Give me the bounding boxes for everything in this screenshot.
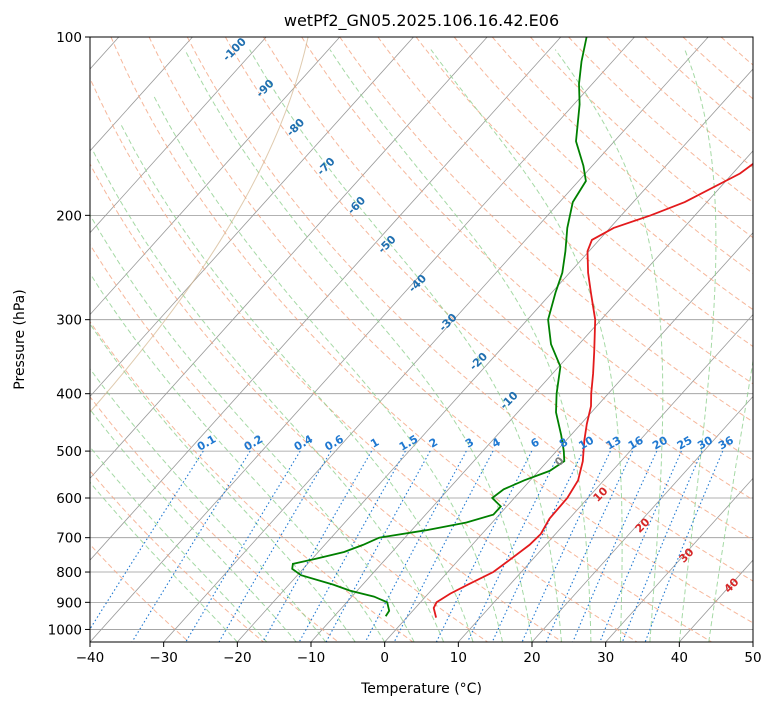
mixing-ratio-line [131,450,251,642]
isotherm-line [163,37,709,642]
y-tick-label: 600 [56,491,82,507]
isotherm-line [310,150,753,642]
isotherm-line [90,37,635,642]
moist-adiabat-line [92,149,445,642]
dry-adiabat-line [377,37,753,385]
mixing-ratio-line [262,450,373,642]
temperature-profile [432,162,753,618]
dry-adiabat-line [90,163,563,642]
isotherm-line [90,37,341,316]
mixing-ratio-line [545,450,633,642]
x-tick-label: 10 [450,650,467,666]
x-tick-label: 20 [523,650,540,666]
isotherm-line [90,37,414,398]
moist-adiabat-line [90,481,238,642]
mixing-ratio-line [325,450,431,642]
y-tick-label: 500 [56,444,82,460]
moist-adiabat-line [90,272,386,642]
isotherm-line [605,477,753,642]
chart-title: wetPf2_GN05.2025.106.16.42.E06 [284,11,559,31]
dry-adiabat-line [90,396,339,642]
moist-adiabat-line [184,49,533,642]
moist-adiabat-line [90,408,297,642]
mixing-ratio-line [393,450,494,642]
y-tick-label: 200 [56,208,82,224]
dry-adiabat-line [90,320,414,642]
dry-adiabat-line [90,243,488,642]
dry-adiabat-line [339,37,753,423]
mixing-ratio-line [599,450,682,642]
x-tick-label: 30 [597,650,614,666]
dry-adiabat-line [568,37,753,203]
x-tick-label: 40 [671,650,688,666]
mixing-ratio-line [467,450,561,642]
moist-adiabat-line [708,358,753,642]
dry-adiabat-line [301,37,753,462]
isotherm-line [90,37,562,561]
isotherm-line [90,37,193,152]
moist-adiabat-line [120,123,474,642]
moist-adiabat-line [430,49,623,642]
dewpoint-profile [291,37,588,617]
x-tick-label: −10 [297,650,326,666]
x-tick-label: 50 [744,650,761,666]
moist-adiabat-line [249,49,562,642]
y-tick-label: 100 [56,30,82,46]
moist-adiabat-line [554,49,664,642]
mixing-ratio-line [364,450,467,642]
y-tick-label: 300 [56,313,82,329]
y-tick-label: 400 [56,387,82,403]
moist-adiabat-line [678,49,717,642]
mixing-ratio-line [298,450,406,642]
dry-adiabat-line [491,37,753,274]
y-tick-label: 1000 [48,622,82,638]
mixing-ratio-line [185,450,301,642]
x-tick-label: −40 [76,650,105,666]
isotherm-line [531,395,753,642]
plot-frame [89,36,754,643]
isotherm-line [384,232,753,642]
isotherm-line [458,313,753,642]
isotherm-line [90,37,267,234]
dry-adiabat-line [263,37,753,501]
dry-adiabat-line [110,37,712,642]
x-tick-label: −20 [223,650,252,666]
mixing-ratio-line [90,450,204,631]
isotherm-line [237,68,753,642]
mixing-ratio-line [572,450,658,642]
x-axis-label: Temperature (°C) [360,681,482,697]
dry-adiabat-line [148,37,753,624]
dry-adiabat-line [453,37,753,311]
mixing-ratio-line [621,450,703,642]
y-tick-label: 800 [56,565,82,581]
mixing-ratio-line [218,450,332,642]
dry-adiabat-line [186,37,753,582]
dry-adiabat-line [224,37,753,541]
curved-guide-line [90,37,309,413]
y-tick-label: 700 [56,531,82,547]
y-axis-label: Pressure (hPa) [12,289,28,389]
moist-adiabat-line [329,49,592,642]
mixing-ratio-line [491,450,584,642]
moist-adiabat-line [152,94,503,642]
isotherm-line [90,37,488,479]
x-tick-label: 0 [380,650,389,666]
moist-adiabat-line [90,213,415,642]
x-tick-label: −30 [149,650,178,666]
y-tick-label: 900 [56,595,82,611]
